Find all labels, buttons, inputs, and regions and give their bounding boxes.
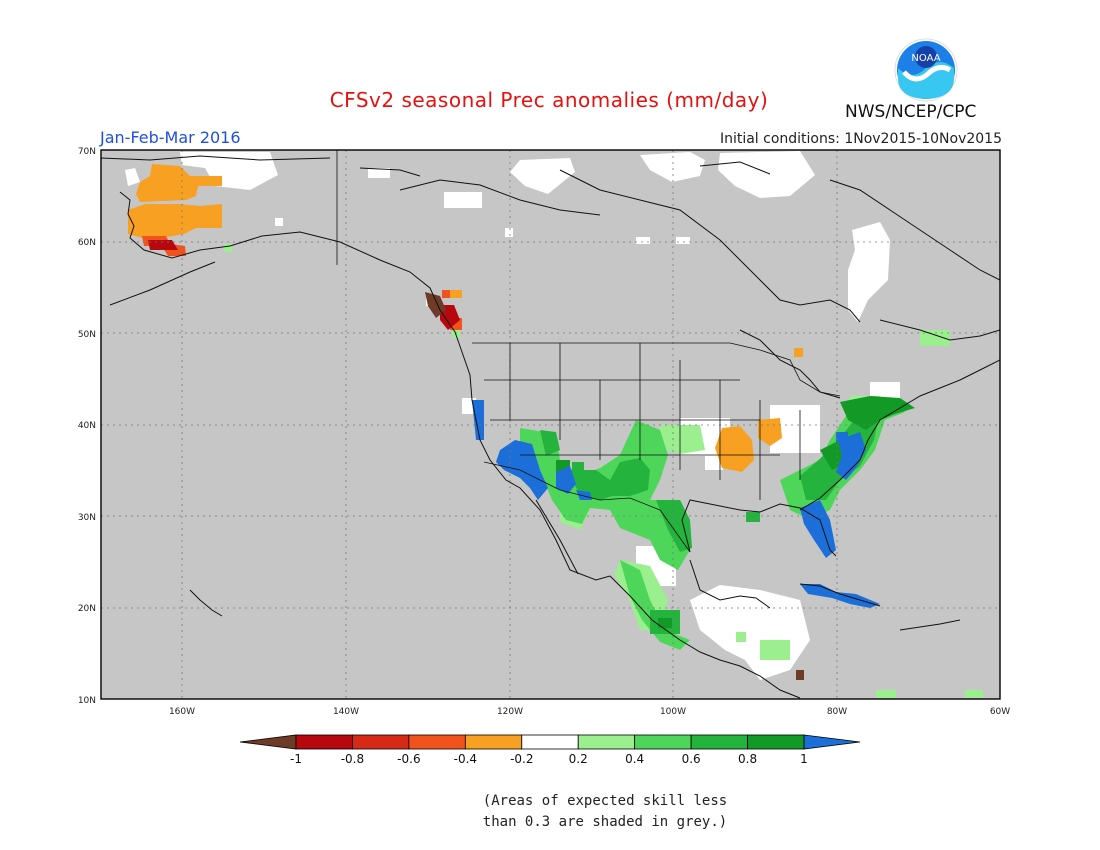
- lat-tick-label: 60N: [78, 238, 96, 248]
- colorbar-label: 1: [800, 752, 808, 766]
- colorbar-segment: [634, 734, 692, 750]
- colorbar-segment: [521, 734, 579, 750]
- colorbar-label: -0.8: [341, 752, 364, 766]
- initial-conditions-label: Initial conditions: 1Nov2015-10Nov2015: [719, 131, 1002, 147]
- lat-tick-label: 70N: [78, 147, 96, 157]
- lat-axis: 70N 60N 50N 40N 30N 20N 10N: [78, 147, 96, 706]
- dry-0.6-0.8-regions: [148, 240, 460, 330]
- agency-label: NWS/NCEP/CPC: [845, 102, 977, 122]
- colorbar-segment: [295, 734, 353, 750]
- colorbar-label: 0.4: [625, 752, 644, 766]
- colorbar-label: -0.2: [510, 752, 533, 766]
- colorbar-segment: [690, 734, 748, 750]
- footnote-line-1: (Areas of expected skill less: [482, 793, 728, 809]
- lat-tick-label: 50N: [78, 330, 96, 340]
- near-normal-regions: [125, 151, 900, 680]
- colorbar-segment: [577, 734, 636, 750]
- chart-title: CFSv2 seasonal Prec anomalies (mm/day): [329, 88, 769, 112]
- lon-tick-label: 60W: [990, 707, 1010, 717]
- dry-0.2-0.4-regions: [128, 164, 803, 472]
- footnote: (Areas of expected skill less than 0.3 a…: [470, 791, 740, 833]
- colorbar-label: -0.4: [454, 752, 477, 766]
- logo-text: NOAA: [911, 53, 940, 64]
- lat-tick-label: 10N: [78, 696, 96, 706]
- graticule: [101, 150, 1000, 699]
- lat-tick-label: 30N: [78, 513, 96, 523]
- colorbar-segment: [408, 734, 466, 750]
- map-frame: [100, 149, 1001, 700]
- lon-tick-label: 120W: [497, 707, 523, 717]
- colorbar-segment: [464, 734, 523, 750]
- colorbar-segment: [747, 734, 805, 750]
- lon-tick-label: 160W: [169, 707, 195, 717]
- lat-tick-label: 40N: [78, 421, 96, 431]
- lon-axis: 160W 140W 120W 100W 80W 60W: [169, 707, 1010, 717]
- colorbar-label: -0.6: [397, 752, 420, 766]
- footnote-line-2: than 0.3 are shaded in grey.): [482, 814, 728, 830]
- noaa-logo: NOAA: [894, 38, 958, 102]
- season-label: Jan-Feb-Mar 2016: [100, 128, 241, 147]
- colorbar-segment: [803, 734, 861, 750]
- colorbar-segment: [239, 734, 297, 750]
- colorbar-segment: [352, 734, 410, 750]
- colorbar-label: -1: [290, 752, 302, 766]
- lon-tick-label: 80W: [827, 707, 847, 717]
- lon-tick-label: 100W: [660, 707, 686, 717]
- lon-tick-label: 140W: [333, 707, 359, 717]
- colorbar-label: 0.6: [682, 752, 701, 766]
- borders: [336, 150, 841, 553]
- colorbar-label: 0.2: [569, 752, 588, 766]
- coastlines: [101, 155, 1000, 699]
- lat-tick-label: 20N: [78, 604, 96, 614]
- colorbar-label: 0.8: [738, 752, 757, 766]
